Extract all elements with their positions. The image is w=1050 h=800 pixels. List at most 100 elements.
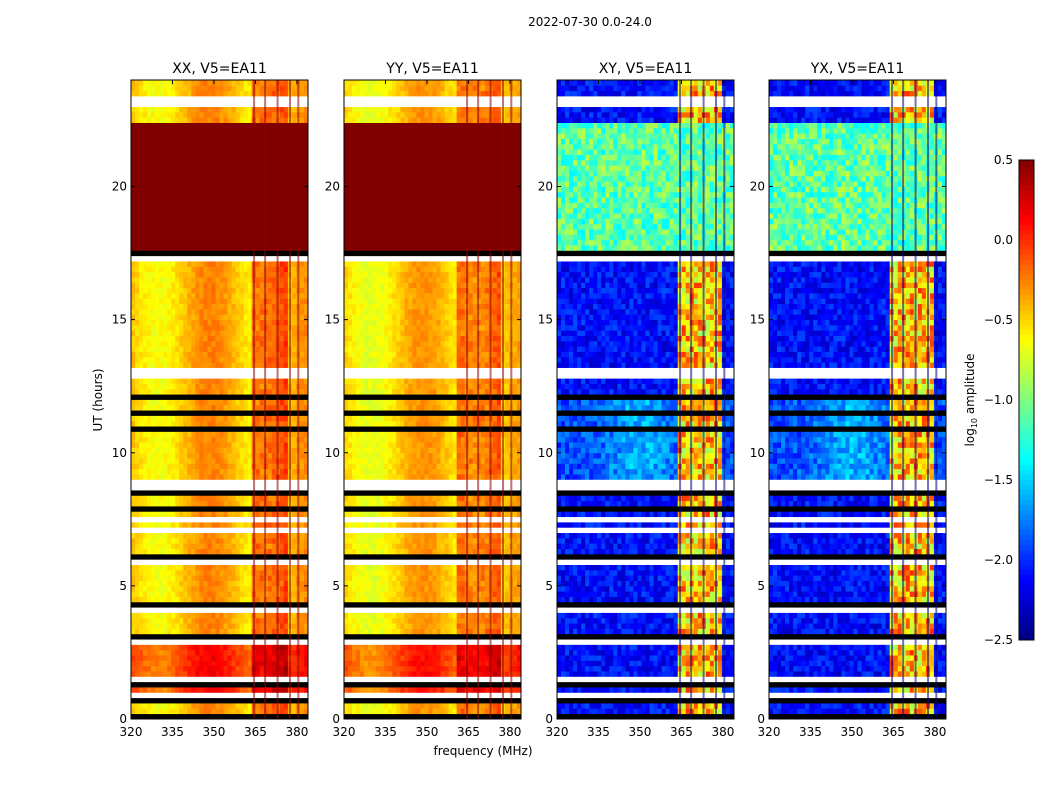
heatmap-cell	[279, 324, 285, 331]
heatmap-cell	[135, 703, 140, 709]
heatmap-cell	[147, 442, 152, 448]
heatmap-cell	[231, 287, 236, 294]
heatmap-cell	[492, 708, 498, 715]
heatmap-cell	[279, 308, 285, 315]
heatmap-cell	[223, 548, 228, 555]
heatmap-cell	[175, 298, 180, 305]
heatmap-cell	[143, 404, 148, 411]
heatmap-cell	[436, 665, 441, 672]
heatmap-cell	[291, 143, 297, 150]
heatmap-cell	[496, 660, 502, 667]
heatmap-cell	[199, 298, 204, 305]
heatmap-cell	[283, 324, 289, 331]
heatmap-cell	[239, 239, 245, 246]
heatmap-cell	[171, 452, 176, 459]
heatmap-cell	[171, 356, 176, 363]
blank-row	[131, 607, 308, 613]
heatmap-cell	[183, 271, 188, 278]
heatmap-cell	[219, 468, 224, 475]
heatmap-cell	[267, 191, 273, 198]
heatmap-cell	[159, 628, 164, 635]
heatmap-cell	[231, 655, 236, 661]
heatmap-cell	[131, 362, 136, 368]
heatmap-cell	[227, 548, 232, 555]
heatmap-cell	[175, 569, 180, 576]
heatmap-cell	[159, 585, 164, 592]
heatmap-cell	[147, 703, 152, 709]
heatmap-cell	[143, 330, 148, 336]
heatmap-cell	[360, 628, 365, 635]
heatmap-cell	[231, 500, 236, 507]
heatmap-cell	[171, 319, 176, 326]
heatmap-cell	[283, 463, 289, 470]
heatmap-cell	[215, 90, 220, 97]
heatmap-cell	[436, 575, 441, 581]
heatmap-cell	[396, 649, 401, 656]
heatmap-cell	[179, 330, 184, 336]
heatmap-cell	[139, 543, 144, 549]
heatmap-cell	[167, 213, 172, 219]
heatmap-cell	[424, 623, 429, 629]
heatmap-cell	[171, 575, 176, 581]
heatmap-cell	[143, 85, 148, 92]
heatmap-cell	[211, 293, 216, 299]
heatmap-cell	[191, 303, 196, 310]
heatmap-cell	[223, 186, 228, 193]
heatmap-cell	[195, 330, 200, 336]
heatmap-cell	[151, 340, 156, 347]
heatmap-cell	[139, 404, 144, 411]
heatmap-cell	[135, 532, 140, 539]
heatmap-cell	[207, 191, 212, 198]
heatmap-cell	[231, 404, 236, 411]
heatmap-cell	[147, 308, 152, 315]
heatmap-cell	[199, 346, 204, 352]
heatmap-cell	[215, 495, 220, 502]
heatmap-cell	[187, 303, 192, 310]
heatmap-cell	[239, 415, 245, 422]
heatmap-cell	[432, 660, 437, 667]
heatmap-cell	[187, 591, 192, 597]
heatmap-cell	[207, 159, 212, 166]
heatmap-cell	[167, 543, 172, 549]
heatmap-cell	[187, 655, 192, 661]
heatmap-cell	[303, 596, 309, 603]
heatmap-cell	[175, 500, 180, 507]
heatmap-cell	[143, 197, 148, 203]
heatmap-cell	[215, 420, 220, 427]
heatmap-cell	[211, 207, 216, 214]
heatmap-cell	[175, 383, 180, 390]
heatmap-cell	[259, 532, 265, 539]
heatmap-cell	[223, 431, 228, 438]
heatmap-cell	[223, 532, 228, 539]
heatmap-cell	[143, 458, 148, 464]
heatmap-cell	[135, 80, 140, 86]
heatmap-cell	[175, 564, 180, 571]
heatmap-cell	[195, 143, 200, 150]
heatmap-cell	[135, 127, 140, 134]
heatmap-cell	[159, 671, 164, 677]
heatmap-cell	[231, 143, 236, 150]
heatmap-cell	[235, 149, 241, 155]
heatmap-cell	[283, 319, 289, 326]
heatmap-cell	[191, 234, 196, 241]
heatmap-cell	[215, 543, 220, 549]
heatmap-cell	[199, 644, 204, 651]
heatmap-cell	[219, 202, 224, 209]
heatmap-cell	[291, 511, 297, 518]
heatmap-cell	[267, 591, 273, 597]
heatmap-cell	[167, 436, 172, 443]
heatmap-cell	[219, 703, 224, 709]
heatmap-cell	[139, 660, 144, 667]
heatmap-cell	[239, 660, 245, 667]
heatmap-cell	[291, 404, 297, 411]
heatmap-cell	[167, 580, 172, 587]
heatmap-cell	[163, 580, 168, 587]
heatmap-cell	[187, 170, 192, 177]
heatmap-cell	[199, 138, 204, 145]
heatmap-cell	[484, 708, 490, 715]
heatmap-cell	[259, 580, 265, 587]
heatmap-cell	[283, 80, 289, 86]
heatmap-cell	[231, 356, 236, 363]
heatmap-cell	[436, 649, 441, 656]
heatmap-cell	[203, 303, 208, 310]
